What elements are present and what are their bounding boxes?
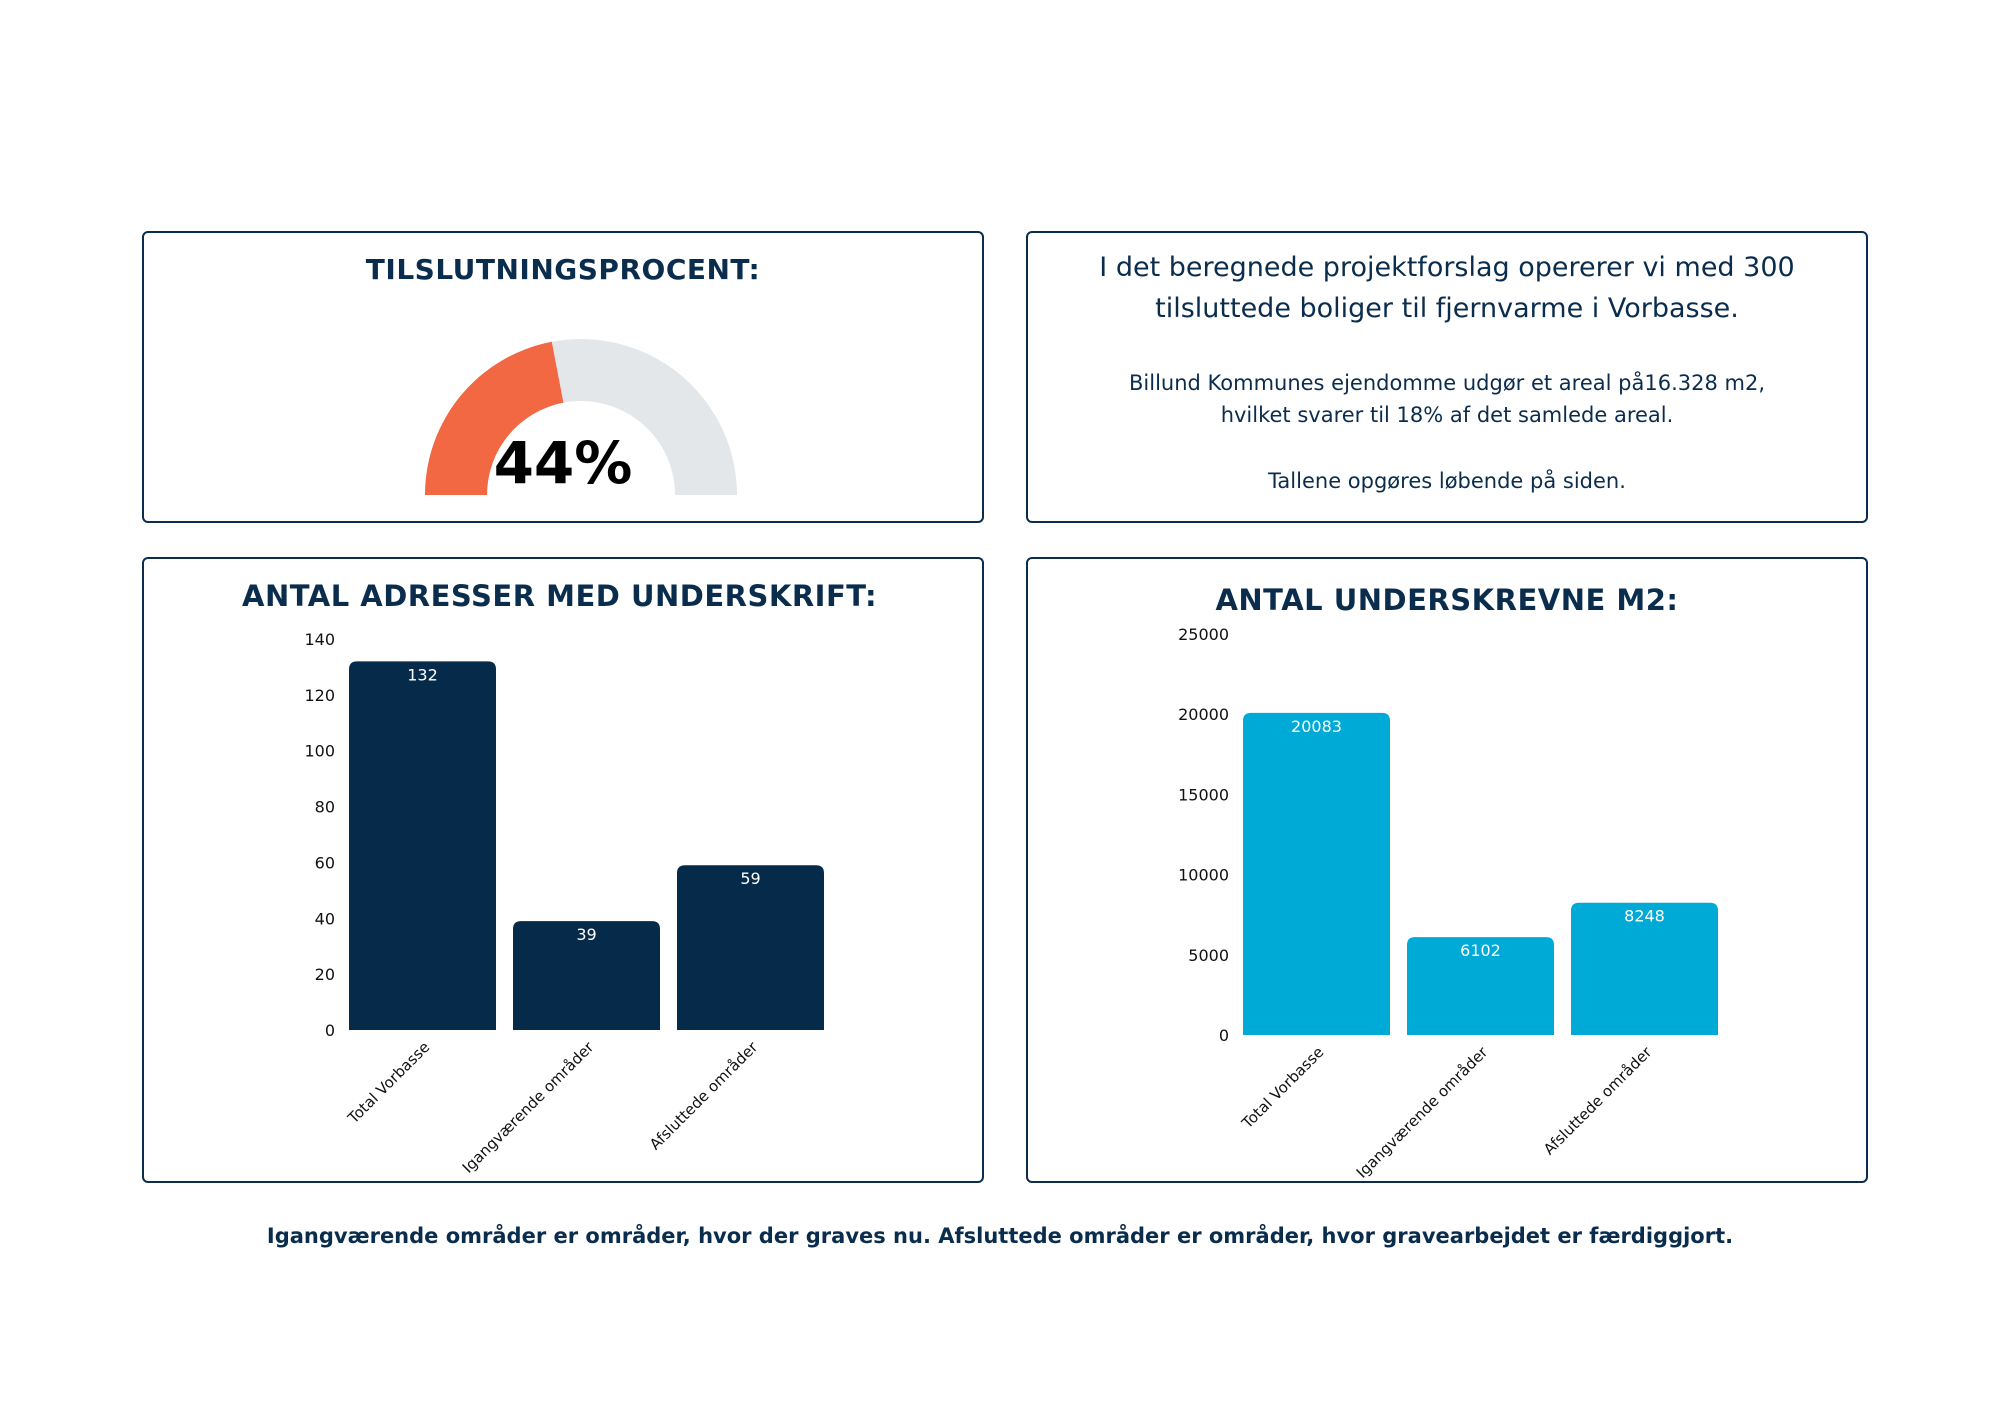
y-tick-label: 60 — [315, 853, 335, 872]
addresses-chart-panel: ANTAL ADRESSER MED UNDERSKRIFT: 0 20 40 60 8… — [142, 557, 984, 1183]
x-category-label: Total Vorbasse — [1238, 1043, 1328, 1133]
bar-data-label: 8248 — [1624, 907, 1665, 926]
gauge-title: TILSLUTNINGSPROCENT: — [365, 253, 761, 286]
bar-data-label: 39 — [576, 925, 596, 944]
info-paragraph-line: hvilket svarer til 18% af det samlede ar… — [1220, 403, 1674, 427]
addresses-chart-title: ANTAL ADRESSER MED UNDERSKRIFT: — [242, 579, 878, 613]
addresses-bar-chart: 0 20 40 60 80 100 120 140 132 Total Vorbasse 39 Iga… — [304, 630, 824, 1177]
m2-chart-panel: ANTAL UNDERSKREVNE M2: 0 5000 10000 15000 20… — [1026, 557, 1868, 1183]
y-tick-label: 40 — [315, 909, 335, 928]
y-tick-label: 10000 — [1178, 866, 1229, 885]
x-category-label: Total Vorbasse — [344, 1038, 434, 1128]
bar — [513, 921, 660, 1030]
bar — [1407, 937, 1554, 1035]
tilslutning-panel: TILSLUTNINGSPROCENT: 44% — [142, 231, 984, 523]
y-tick-label: 15000 — [1178, 785, 1229, 804]
bar — [1243, 712, 1390, 1035]
y-tick-label: 20 — [315, 965, 335, 984]
gauge-chart — [425, 339, 737, 495]
m2-chart-title: ANTAL UNDERSKREVNE M2: — [1215, 583, 1679, 617]
y-tick-label: 5000 — [1188, 946, 1229, 965]
footer-note: Igangværende områder er områder, hvor de… — [266, 1224, 1734, 1248]
bar — [349, 661, 496, 1030]
y-tick-label: 80 — [315, 798, 335, 817]
y-tick-label: 0 — [1219, 1026, 1229, 1045]
info-note: Tallene opgøres løbende på siden. — [1268, 469, 1626, 493]
info-paragraph-line: Billund Kommunes ejendomme udgør et area… — [1129, 371, 1765, 395]
y-tick-label: 0 — [325, 1021, 335, 1040]
bar — [1571, 902, 1718, 1035]
x-category-label: Igangværende områder — [459, 1038, 598, 1177]
bar-data-label: 59 — [740, 869, 760, 888]
y-tick-label: 120 — [304, 686, 335, 705]
y-tick-label: 25000 — [1178, 625, 1229, 644]
x-category-label: Igangværende områder — [1353, 1043, 1492, 1182]
y-tick-label: 140 — [304, 630, 335, 649]
info-panel: I det beregnede projektforslag opererer … — [1026, 231, 1868, 523]
info-paragraph: Billund Kommunes ejendomme udgør et area… — [1058, 367, 1836, 431]
gauge-fill — [425, 341, 564, 495]
gauge-value: 44% — [493, 429, 633, 497]
x-category-label: Afsluttede områder — [1540, 1043, 1656, 1159]
bar-data-label: 20083 — [1291, 717, 1342, 736]
x-category-label: Afsluttede områder — [646, 1038, 762, 1154]
y-tick-label: 100 — [304, 742, 335, 761]
bar — [677, 865, 824, 1030]
info-lead-text: I det beregnede projektforslag opererer … — [1099, 252, 1795, 324]
bar-data-label: 132 — [407, 665, 438, 684]
bar-data-label: 6102 — [1460, 941, 1501, 960]
y-tick-label: 20000 — [1178, 705, 1229, 724]
m2-bar-chart: 0 5000 10000 15000 20000 25000 20083 Total Vorb… — [1178, 625, 1718, 1182]
